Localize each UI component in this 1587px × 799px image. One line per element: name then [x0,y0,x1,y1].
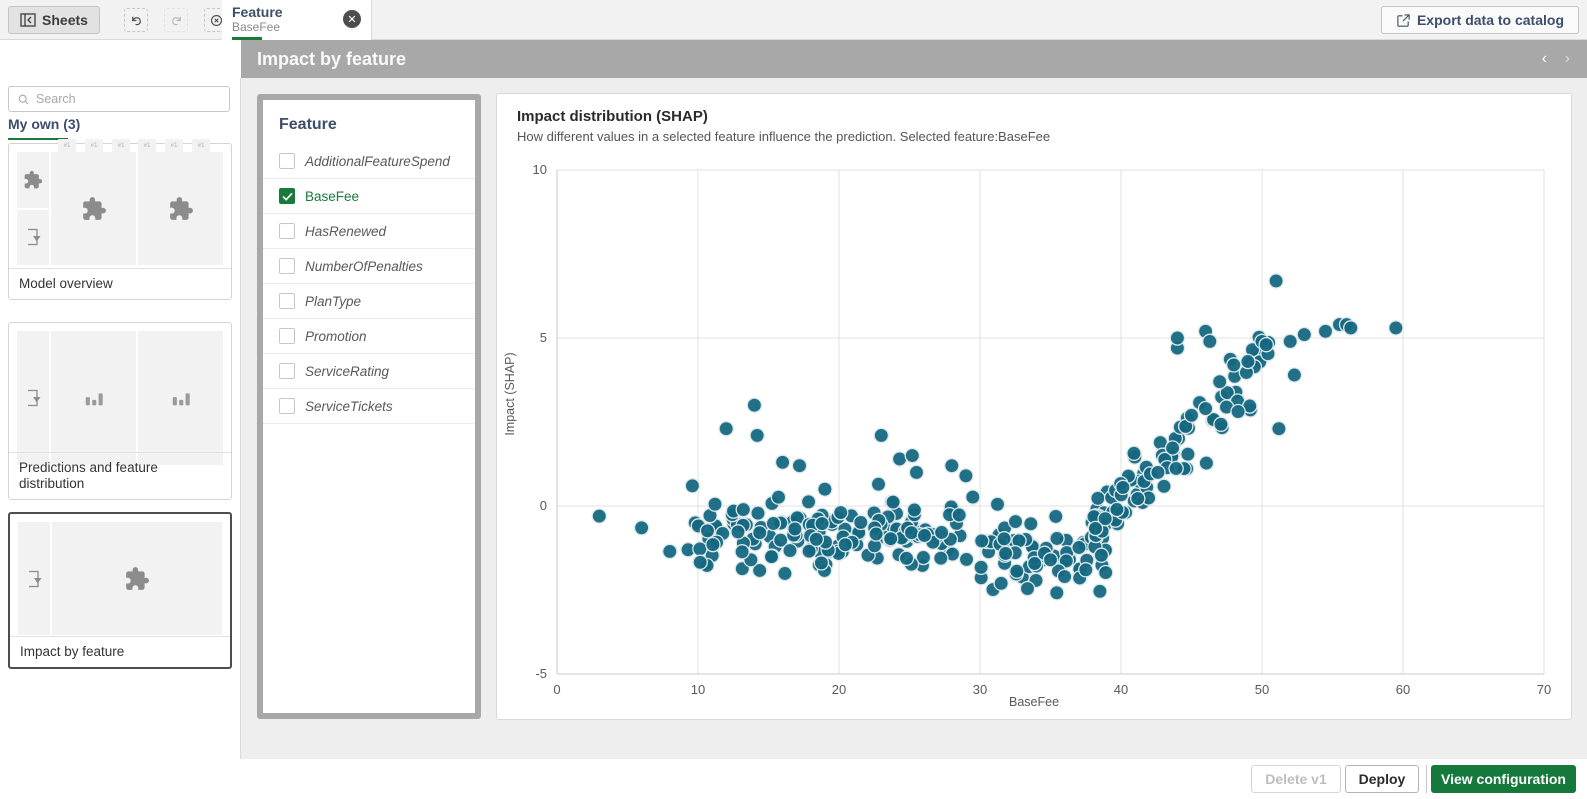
svg-text:40: 40 [1114,682,1128,697]
svg-text:20: 20 [832,682,846,697]
svg-text:50: 50 [1255,682,1269,697]
svg-text:10: 10 [533,164,547,177]
svg-text:-5: -5 [535,666,547,681]
svg-text:70: 70 [1537,682,1551,697]
svg-text:0: 0 [553,682,560,697]
svg-text:10: 10 [691,682,705,697]
svg-text:30: 30 [973,682,987,697]
svg-text:5: 5 [540,330,547,345]
svg-text:0: 0 [540,498,547,513]
svg-text:60: 60 [1396,682,1410,697]
